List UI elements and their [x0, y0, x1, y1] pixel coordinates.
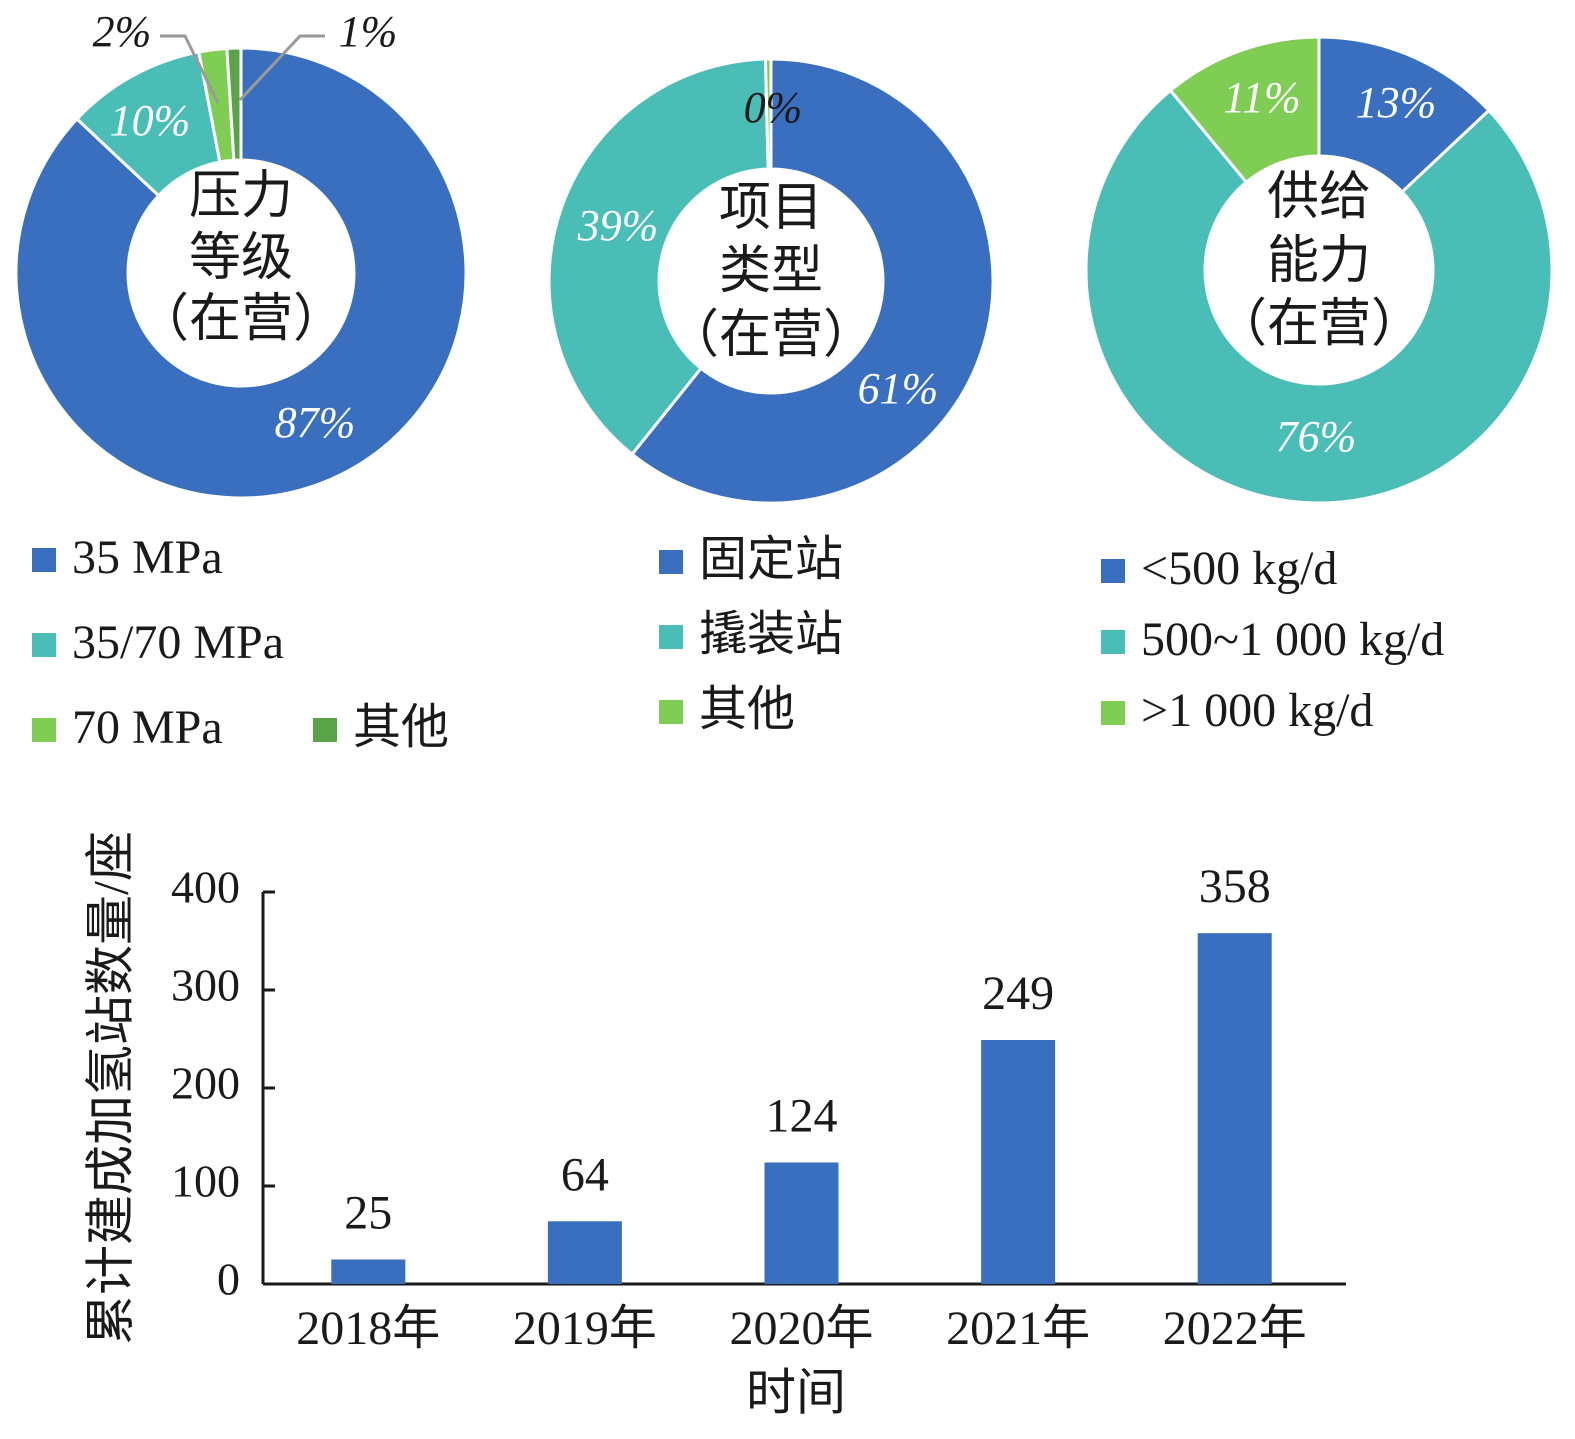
donut-slice — [1084, 88, 1554, 505]
donut-slice — [1168, 35, 1321, 185]
bar-chart: 0 100 200 300 400 25 2018年 64 2019年 124 2020年 249 20… — [82, 831, 1346, 1420]
legend-label: 撬装站 — [699, 608, 843, 661]
legend-label: <500 kg/d — [1141, 542, 1337, 595]
legend-label: 其他 — [353, 701, 449, 754]
x-axis-title: 时间 — [746, 1364, 846, 1420]
legend-swatch — [313, 718, 337, 742]
donut-charts: 87%10%2% 1%压力等级（在营）61%39%0%项目类型（在营）13%76%… — [14, 7, 1554, 505]
y-tick-label: 0 — [217, 1254, 240, 1305]
slice-label: 76% — [1276, 412, 1357, 461]
x-tick-label: 2020年 — [729, 1302, 873, 1355]
donut-center-label: （在营） — [1215, 296, 1423, 353]
donut-center-label: 供给 — [1267, 169, 1371, 226]
slice-label: 61% — [858, 364, 939, 413]
bar — [981, 1039, 1056, 1284]
legend-swatch — [659, 700, 683, 724]
bar — [331, 1259, 406, 1284]
y-tick-label: 200 — [171, 1058, 240, 1109]
x-tick-label: 2019年 — [513, 1302, 657, 1355]
legend-swatch — [659, 550, 683, 574]
legend-label: 35 MPa — [72, 531, 223, 584]
legend-label: 70 MPa — [72, 701, 223, 754]
slice-label: 87% — [275, 398, 356, 447]
donut-slice — [630, 57, 995, 505]
donut-center-label: 等级 — [189, 230, 293, 287]
leader-line — [160, 34, 220, 104]
leader-line — [238, 34, 325, 102]
legend-label: 其他 — [699, 683, 795, 736]
legend-swatch — [1101, 559, 1125, 583]
legend-label: 固定站 — [699, 533, 843, 586]
legend-3: <500 kg/d 500~1 000 kg/d >1 000 kg/d — [1101, 542, 1444, 737]
x-tick-label: 2021年 — [946, 1302, 1090, 1355]
legend-label: >1 000 kg/d — [1141, 684, 1373, 737]
y-tick-label: 300 — [171, 960, 240, 1011]
legend-1: 35 MPa 35/70 MPa 70 MPa 其他 — [32, 531, 449, 754]
bar-value-label: 249 — [982, 967, 1054, 1020]
legend-label: 35/70 MPa — [72, 616, 284, 669]
bar-value-label: 358 — [1199, 860, 1271, 913]
donut-center-label: 压力 — [189, 168, 293, 225]
donut-center-label: 类型 — [719, 243, 823, 300]
legend-swatch — [659, 625, 683, 649]
bar-value-label: 25 — [344, 1187, 392, 1240]
bar-value-label: 64 — [561, 1148, 609, 1201]
bar — [764, 1162, 839, 1284]
legend-label: 500~1 000 kg/d — [1141, 613, 1444, 666]
y-tick-label: 100 — [171, 1156, 240, 1207]
slice-label: 1% — [339, 7, 398, 56]
donut-center-label: 能力 — [1267, 233, 1371, 290]
y-tick-label: 400 — [171, 862, 240, 913]
donut-center-label: （在营） — [137, 291, 345, 348]
bar — [547, 1221, 622, 1284]
slice-label: 13% — [1356, 78, 1437, 127]
donut-slice — [763, 57, 773, 171]
donut-center-label: 项目 — [719, 180, 823, 237]
slice-label: 2% — [93, 7, 152, 56]
donut-slice — [547, 57, 770, 457]
slice-label: 10% — [110, 96, 191, 145]
bar-value-label: 124 — [766, 1089, 838, 1142]
donut-center-label: （在营） — [667, 307, 875, 364]
legend-swatch — [1101, 630, 1125, 654]
legend-swatch — [1101, 701, 1125, 725]
slice-label: 0% — [744, 83, 803, 132]
leader-lines — [160, 34, 325, 104]
x-tick-label: 2018年 — [296, 1302, 440, 1355]
y-axis-title: 累计建成加氢站数量/座 — [82, 831, 138, 1345]
x-tick-label: 2022年 — [1163, 1302, 1307, 1355]
donut-slice — [225, 46, 243, 162]
donut-slice — [14, 46, 468, 500]
slice-label: 11% — [1223, 73, 1300, 122]
bar — [1197, 933, 1272, 1284]
legend-swatch — [32, 718, 56, 742]
legend-swatch — [32, 548, 56, 572]
slice-label: 39% — [577, 201, 659, 250]
legend-swatch — [32, 633, 56, 657]
